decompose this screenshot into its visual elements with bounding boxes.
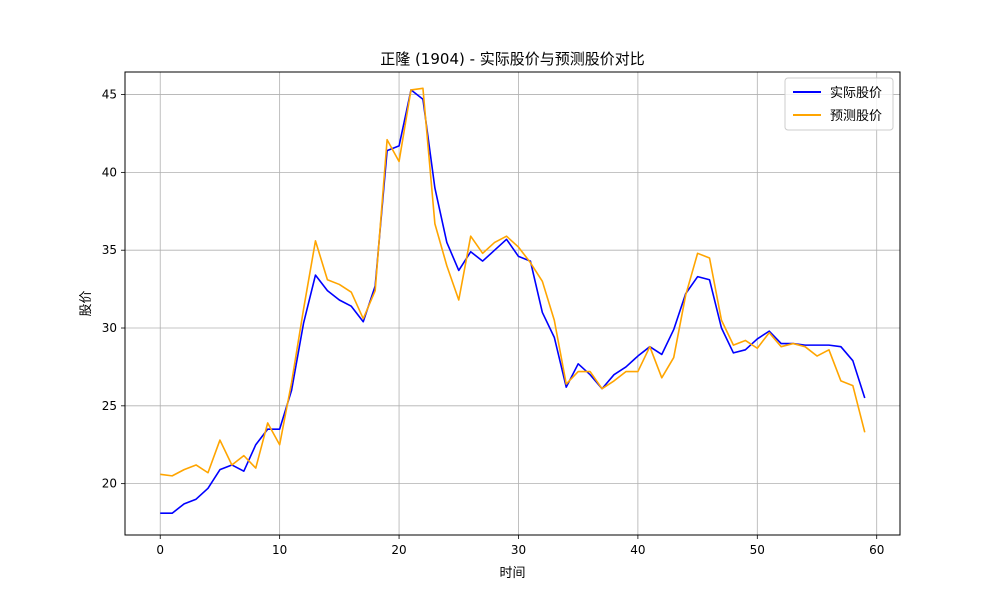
series-line-predicted (160, 87, 866, 477)
y-axis-label: 股价 (79, 290, 94, 316)
legend-label-actual: 实际股价 (830, 86, 882, 101)
y-tick-label: 35 (102, 243, 117, 257)
y-tick-label: 20 (102, 477, 117, 491)
series-lines (160, 87, 866, 515)
y-axis: 20 25 30 35 40 45 (102, 88, 125, 491)
x-tick-label: 50 (750, 543, 765, 557)
y-tick-label: 25 (102, 399, 117, 413)
grid (125, 72, 900, 535)
x-axis-label: 时间 (499, 566, 525, 581)
plot-frame (124, 71, 901, 536)
x-axis: 0 10 20 30 40 50 60 (156, 535, 884, 557)
x-tick-label: 30 (511, 543, 526, 557)
y-tick-label: 30 (102, 321, 117, 335)
chart-title: 正隆 (1904) - 实际股价与预测股价对比 (380, 50, 645, 68)
x-tick-label: 20 (391, 543, 406, 557)
series-line-actual (160, 89, 866, 515)
y-tick-label: 45 (102, 88, 117, 102)
x-tick-label: 10 (272, 543, 287, 557)
x-tick-label: 0 (156, 543, 164, 557)
legend-label-predicted: 预测股价 (830, 109, 882, 124)
x-tick-label: 60 (869, 543, 884, 557)
legend: 实际股价 预测股价 (784, 77, 894, 131)
y-tick-label: 40 (102, 165, 117, 179)
x-tick-label: 40 (630, 543, 645, 557)
